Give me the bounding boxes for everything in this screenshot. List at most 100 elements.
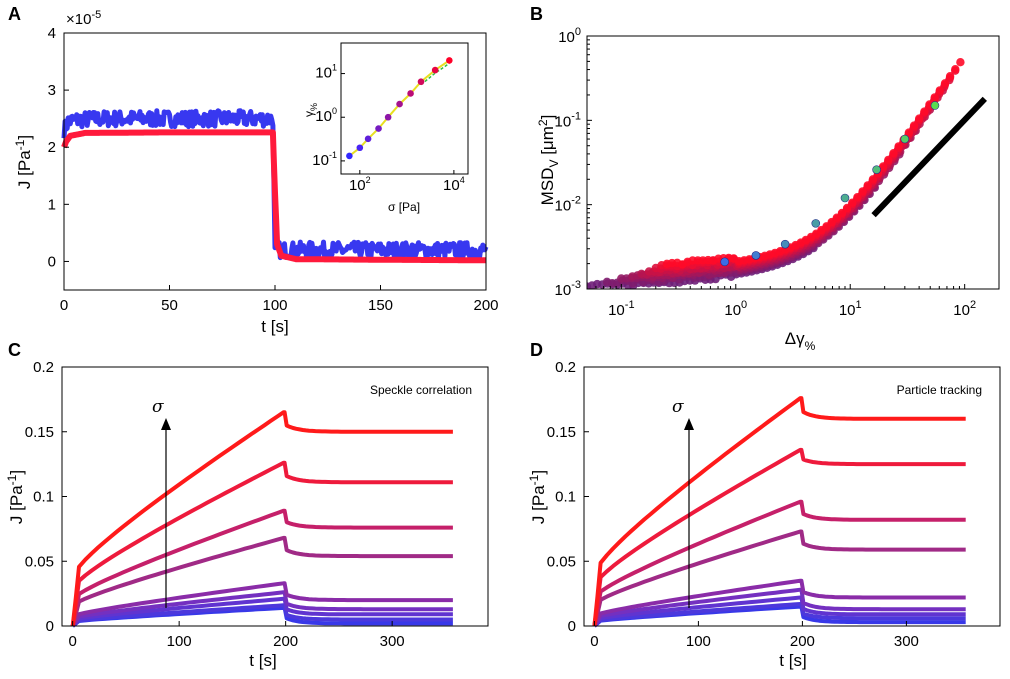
panel-b-marker-point xyxy=(840,193,850,203)
panel-c-curve-6 xyxy=(71,596,453,628)
inset-axes-box xyxy=(340,42,469,175)
panel-a-y-tick-label: 4 xyxy=(48,25,56,42)
panel-b-data-point xyxy=(915,114,924,123)
panel-a-inset: 102 104 10-1 100 101 σ [Pa] γ% xyxy=(302,42,469,214)
panel-b-y-label: MSDV [μm2] xyxy=(536,115,561,206)
panel-d-series xyxy=(592,396,966,628)
panel-b-marker-point xyxy=(811,219,821,228)
panel-a-series-line-0 xyxy=(61,108,489,261)
panel-b-marker-point xyxy=(900,134,910,144)
panel-b-series xyxy=(587,58,987,289)
inset-x-tick-label: 102 xyxy=(349,175,371,194)
panel-c-sigma-annotation: σ xyxy=(152,397,164,417)
panel-d-curve-7 xyxy=(593,602,966,628)
panel-d-y-tick-label: 0.05 xyxy=(547,553,576,570)
panel-b-data-point xyxy=(904,128,914,137)
panel-b-label: B xyxy=(530,4,543,24)
inset-y-label: γ% xyxy=(302,103,319,117)
inset-data-point xyxy=(356,144,364,152)
inset-data-point xyxy=(364,135,372,143)
panel-c-series xyxy=(70,410,453,628)
panel-d-x-label: t [s] xyxy=(779,651,806,670)
panel-b-y-tick-label: 10-2 xyxy=(555,195,581,215)
panel-d-y-tick-label: 0.2 xyxy=(555,359,576,376)
panel-a-x-tick-label: 100 xyxy=(262,297,287,314)
panel-d-arrow-head xyxy=(684,418,694,430)
panel-d-x-tick-label: 100 xyxy=(686,633,711,650)
panel-d-curve-0 xyxy=(592,396,966,627)
panel-b-data-point xyxy=(858,187,867,196)
panel-b-marker-point xyxy=(872,165,881,174)
panel-a-label: A xyxy=(8,4,21,24)
panel-a-y-tick-label: 1 xyxy=(48,196,56,213)
inset-x-tick-label: 104 xyxy=(443,175,465,194)
panel-b-data-point xyxy=(863,181,872,190)
panel-a-x-tick-label: 0 xyxy=(60,297,68,314)
panel-b-x-tick-label: 100 xyxy=(724,299,747,319)
panel-b-marker-point xyxy=(720,257,729,267)
panel-a-x-tick-label: 200 xyxy=(473,297,498,314)
panel-b-axes-box xyxy=(586,35,1000,290)
panel-b-data-point xyxy=(920,107,929,116)
panel-d-curve-5 xyxy=(592,587,966,628)
inset-data-point xyxy=(417,78,425,86)
panel-c-x-tick-label: 300 xyxy=(380,633,405,650)
panel-a-x-label: t [s] xyxy=(261,317,288,336)
inset-data-point xyxy=(431,66,439,74)
panel-a-series-line-1 xyxy=(61,129,488,264)
panel-a-x-tick-label: 150 xyxy=(368,297,393,314)
panel-c-x-label: t [s] xyxy=(249,651,276,670)
panel-b-clipped xyxy=(587,58,965,289)
panel-a-y-label: J [Pa-1] xyxy=(13,135,34,189)
panel-c-label: C xyxy=(8,340,21,360)
panel-b-data-point xyxy=(889,149,898,158)
panel-a-series xyxy=(61,108,489,264)
panel-b-data-point xyxy=(930,93,939,102)
panel-b-slope-line xyxy=(871,96,987,218)
panel-c-curve-5 xyxy=(71,590,453,628)
inset-y-tick-label: 10-1 xyxy=(312,150,337,169)
panel-b-marker-point xyxy=(930,101,940,110)
panel-c-curve-3 xyxy=(70,535,453,627)
panel-b-data-point xyxy=(848,198,857,207)
panel-b-marker-point xyxy=(751,251,761,260)
panel-b-data-point xyxy=(909,121,919,130)
panel-c-x-tick-label: 0 xyxy=(68,633,76,650)
panel-c-x-tick-label: 200 xyxy=(273,633,298,650)
panel-d-y-tick-label: 0 xyxy=(568,618,576,635)
panel-c-y-label: J [Pa-1] xyxy=(5,470,26,524)
inset-fit-line xyxy=(348,59,450,157)
inset-data-point xyxy=(407,90,414,97)
inset-y-tick-label: 100 xyxy=(315,106,337,125)
inset-data-point xyxy=(346,152,353,160)
panel-b-data-point xyxy=(884,155,893,165)
panel-d-x-tick-label: 300 xyxy=(894,633,919,650)
inset-x-label: σ [Pa] xyxy=(388,200,420,214)
panel-d-label: D xyxy=(530,340,543,360)
panel-d-y-label: J [Pa-1] xyxy=(527,470,548,524)
panel-a-y-tick-label: 3 xyxy=(48,82,56,99)
panel-c-arrow-head xyxy=(161,418,171,430)
panel-c-y-tick-label: 0.1 xyxy=(33,489,54,506)
panel-b-y-tick-label: 100 xyxy=(558,26,581,46)
panel-d-ticks: 0 100 200 300 0 0.05 0.1 0.15 0.2 xyxy=(547,359,919,650)
panel-d-x-tick-label: 200 xyxy=(790,633,815,650)
inset-data-point xyxy=(446,57,453,64)
panel-b-x-tick-label: 102 xyxy=(953,299,976,319)
panel-c-curve-1 xyxy=(70,460,453,627)
panel-c-curve-0 xyxy=(70,410,453,627)
panel-b-ticks: 10-1 100 101 102 10-3 10-2 10-1 100 xyxy=(555,26,977,319)
panel-c-title: Speckle correlation xyxy=(370,383,472,397)
panel-b-x-label: Δγ% xyxy=(785,329,816,353)
panel-b-data-point xyxy=(951,65,960,74)
panel-a-y-tick-label: 2 xyxy=(48,139,56,156)
panel-b-data-point xyxy=(935,86,944,95)
inset-data-point xyxy=(396,100,403,108)
panel-b-data-point xyxy=(842,203,852,213)
panel-d: D 0 100 200 300 0 0.05 0.1 0.15 0.2 Particle tra… xyxy=(527,340,1001,670)
panel-c-curve-2 xyxy=(70,508,453,627)
panel-c-y-tick-label: 0.15 xyxy=(25,424,54,441)
panel-a: A 0 50 100 150 200 0 1 2 3 4 ×10-5 t [s] J [Pa-1]… xyxy=(8,4,499,336)
panel-c-y-tick-label: 0 xyxy=(46,618,54,635)
